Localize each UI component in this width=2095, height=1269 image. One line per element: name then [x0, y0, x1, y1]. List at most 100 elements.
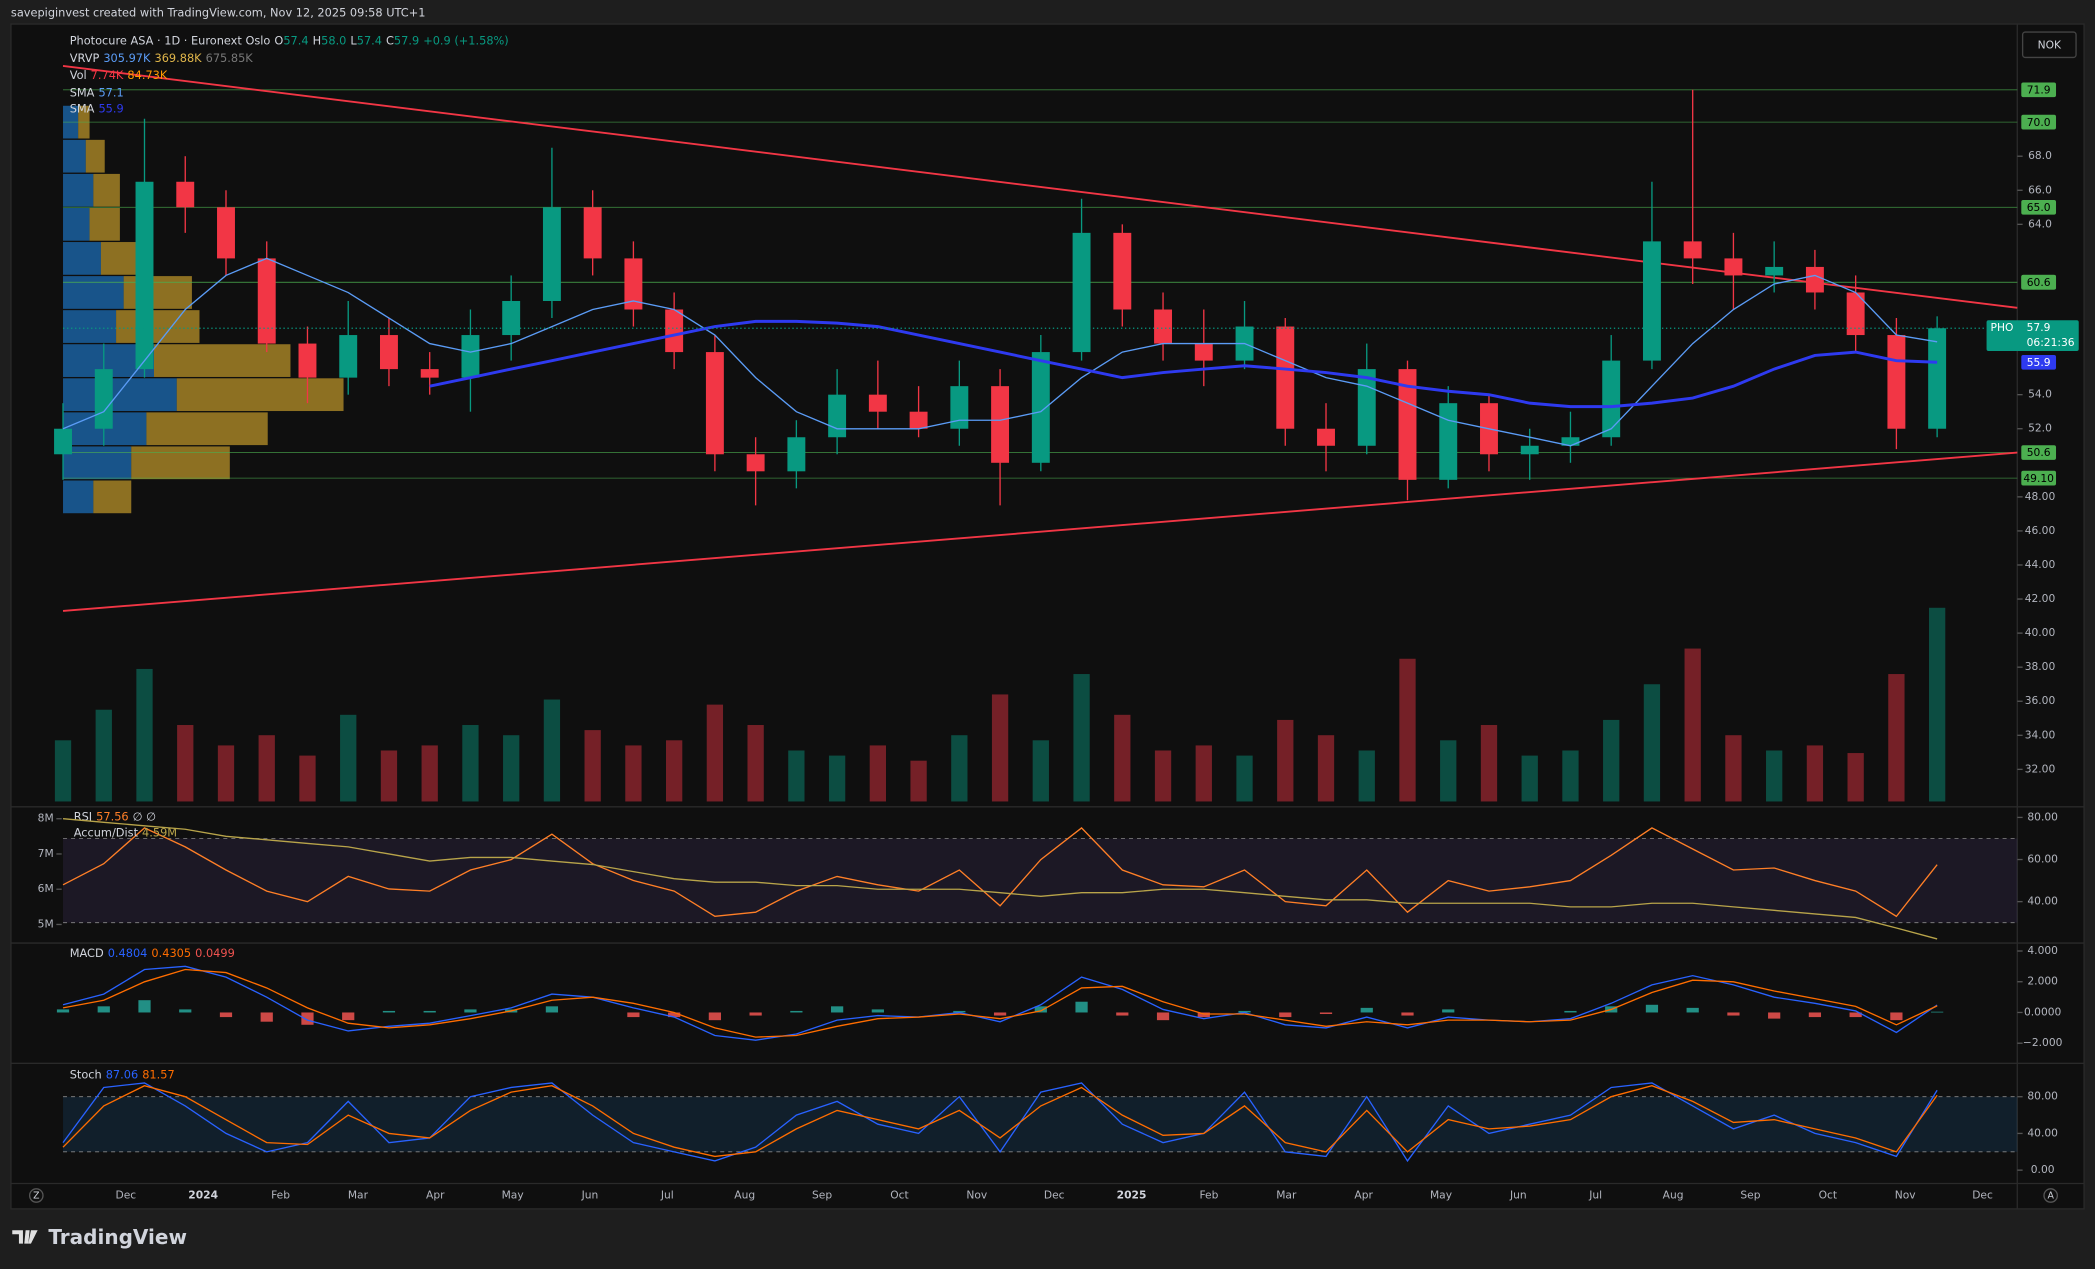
- pane-name: Stoch: [70, 1067, 102, 1081]
- candle-body: [176, 181, 195, 208]
- histogram-bar: [56, 1009, 70, 1013]
- profile-down: [116, 310, 200, 343]
- y-tick-label: 80.00: [2027, 1090, 2058, 1103]
- candle-body: [909, 411, 928, 429]
- scale-button[interactable]: [28, 1188, 44, 1203]
- volume-bar: [1073, 674, 1090, 802]
- x-tick-label: Aug: [1663, 1189, 1684, 1202]
- pane-name: MACD: [70, 946, 104, 960]
- legend-item: 57.1: [98, 86, 123, 100]
- candle-body: [624, 258, 643, 310]
- sma-badge: [2021, 354, 2057, 370]
- level-label: 71.9: [2027, 83, 2051, 96]
- candle-body: [542, 207, 561, 301]
- volume-bar: [1806, 745, 1824, 802]
- candle-body: [94, 369, 113, 429]
- volume-bar: [1154, 750, 1172, 802]
- volume-bar: [1358, 750, 1375, 802]
- chart-area: [10, 23, 2085, 1210]
- histogram-bar: [1238, 1010, 1251, 1013]
- volume-bar: [1521, 755, 1538, 802]
- legend-item: 675.85K: [206, 51, 254, 65]
- candle-body: [787, 437, 806, 472]
- x-tick-label: Dec: [115, 1189, 136, 1202]
- currency-label[interactable]: NOK: [2038, 38, 2062, 51]
- histogram-bar: [1197, 1012, 1210, 1018]
- profile-up: [63, 378, 177, 412]
- level-label: 70.0: [2027, 116, 2051, 129]
- x-tick-label: Jun: [581, 1189, 599, 1202]
- scale-button-label[interactable]: Z: [33, 1191, 39, 1202]
- volume-bar: [869, 745, 887, 802]
- y-tick-label: 60.00: [2027, 853, 2058, 866]
- candle-body: [1113, 232, 1132, 310]
- legend: SMA 55.9: [70, 102, 124, 116]
- volume-bar: [54, 740, 72, 802]
- level-badge: [2021, 470, 2057, 486]
- x-tick-label: Jul: [1588, 1189, 1602, 1202]
- candle-body: [298, 343, 317, 378]
- legend-item: VRVP: [70, 51, 100, 65]
- volume-bar: [503, 735, 520, 802]
- currency-button[interactable]: [2021, 31, 2077, 59]
- histogram-bar: [790, 1010, 803, 1013]
- y-tick-label: −2.000: [2023, 1036, 2063, 1049]
- candle-body: [1642, 241, 1661, 361]
- y-tick-label: 5M: [38, 917, 54, 930]
- histogram-bar: [1686, 1007, 1699, 1013]
- candle-body: [1520, 445, 1539, 455]
- volume-bar: [1440, 740, 1457, 802]
- logo-mark: [12, 1230, 38, 1244]
- legend-item: 84.73K: [127, 68, 167, 82]
- x-tick-label: Dec: [1044, 1189, 1065, 1202]
- volume-bar: [910, 760, 927, 802]
- ohlc-value: 58.0: [321, 33, 346, 47]
- volume-bar: [1399, 658, 1416, 802]
- histogram-bar: [1727, 1012, 1740, 1016]
- ohlc-value: 57.4: [283, 33, 308, 47]
- volume-bar: [217, 745, 235, 802]
- legend-item: SMA: [70, 86, 95, 100]
- candle-body: [1683, 241, 1702, 259]
- legend: Vol 7.74K 84.73K: [70, 68, 168, 82]
- volume-bar: [584, 730, 601, 802]
- x-tick-label: 2025: [1117, 1189, 1147, 1202]
- profile-down: [89, 207, 120, 241]
- scale-button[interactable]: [2043, 1188, 2059, 1203]
- volume-bar: [1766, 750, 1783, 802]
- candle-body: [1928, 328, 1947, 429]
- volume-bar: [1928, 607, 1946, 802]
- candle-body: [461, 335, 480, 378]
- x-tick-label: Jun: [1509, 1189, 1527, 1202]
- indicator-line: [62, 818, 1938, 940]
- y-tick-label: 32.00: [2025, 762, 2056, 775]
- sma-badge-label: 55.9: [2027, 356, 2051, 369]
- x-tick-label: Apr: [1354, 1189, 1373, 1202]
- histogram-bar: [301, 1012, 314, 1025]
- legend: VRVP 305.97K 369.88K 675.85K: [70, 51, 254, 65]
- legend: SMA 57.1: [70, 86, 124, 100]
- volume-bar: [1725, 735, 1742, 802]
- candle-body: [1031, 352, 1050, 463]
- histogram-bar: [1890, 1012, 1903, 1021]
- histogram-bar: [382, 1010, 396, 1013]
- x-tick-label: Feb: [271, 1189, 290, 1202]
- y-tick-label: 36.00: [2025, 694, 2056, 707]
- candle-body: [991, 386, 1010, 463]
- profile-up: [63, 207, 90, 241]
- histogram-bar: [1401, 1012, 1414, 1016]
- x-tick-label: Mar: [1276, 1189, 1297, 1202]
- histogram-bar: [219, 1012, 233, 1018]
- level-badge: [2021, 82, 2057, 98]
- histogram-bar: [1768, 1012, 1781, 1019]
- indicator-line: [62, 968, 1938, 1038]
- level-badge: [2021, 199, 2057, 215]
- candle-body: [583, 207, 602, 259]
- level-label: 49.10: [2023, 472, 2054, 485]
- x-tick-label: May: [502, 1189, 524, 1202]
- scale-button-label[interactable]: A: [2047, 1191, 2054, 1202]
- volume-bar: [1603, 719, 1620, 802]
- y-tick-label: 34.00: [2025, 728, 2056, 741]
- series-value: 0.4804: [108, 946, 148, 960]
- histogram-bar: [342, 1012, 355, 1021]
